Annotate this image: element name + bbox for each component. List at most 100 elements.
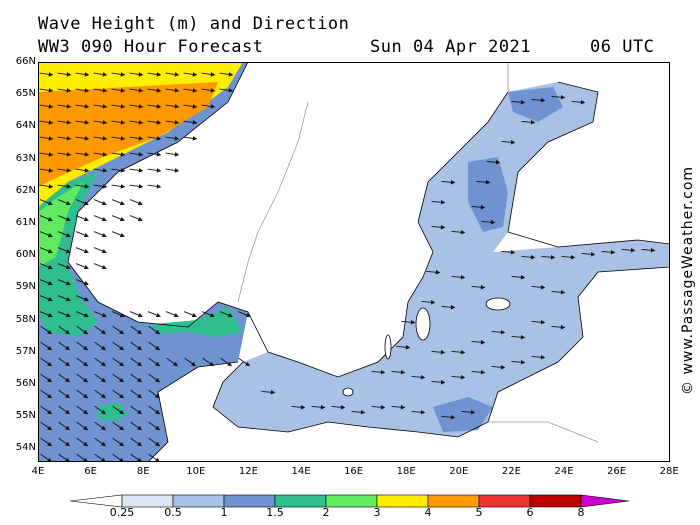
direction-arrow [511,335,526,340]
direction-arrow [75,263,89,270]
direction-arrow [75,199,89,206]
direction-arrow [331,405,346,410]
direction-arrow [441,305,456,310]
direction-arrow [112,341,125,351]
direction-arrow [39,88,54,93]
direction-arrow [148,421,161,431]
direction-arrow [94,437,107,447]
direction-arrow [148,373,161,383]
direction-arrow [93,263,107,270]
direction-arrow [148,325,161,335]
direction-arrow [39,120,54,125]
direction-arrow [57,215,71,222]
direction-arrow [130,341,143,351]
lat-label: 60N [15,249,36,261]
direction-arrow [58,405,71,415]
direction-arrow [76,341,89,351]
lat-label: 54N [15,442,36,454]
direction-arrow [39,72,54,77]
lon-label: 26E [607,466,627,477]
direction-arrow [39,247,53,254]
direction-arrow [40,453,53,462]
direction-arrow [148,341,161,351]
lat-label: 56N [15,378,36,389]
direction-arrow [40,341,53,351]
direction-arrow [75,231,89,238]
direction-arrow [130,405,143,415]
direction-arrow [183,136,198,141]
direction-arrow [40,405,53,415]
direction-arrow [219,88,234,93]
map-frame [38,62,670,462]
direction-arrow [58,421,71,431]
direction-arrow [111,184,126,189]
direction-arrow [148,389,161,399]
colorbar-label: 5 [475,506,483,519]
norway-sweden-border [237,101,309,303]
direction-arrow [57,184,72,189]
direction-arrow [75,136,90,141]
direction-arrow [147,184,162,189]
direction-arrow [641,248,656,253]
direction-arrow [183,88,198,93]
direction-arrow [129,120,144,125]
direction-arrow [111,152,126,157]
colorbar-label: 3 [373,506,381,519]
direction-arrow [112,421,125,431]
direction-arrow [165,168,180,173]
direction-arrow [165,136,180,141]
direction-arrow [111,215,125,222]
direction-arrow [491,330,506,335]
direction-arrow [75,168,90,173]
direction-arrow [40,357,53,367]
direction-arrow [58,389,71,399]
gulf-of-bothnia-deep [468,157,508,232]
direction-arrow [441,180,456,185]
direction-arrow [129,168,144,173]
direction-arrow [39,231,53,238]
direction-arrow [39,295,53,302]
lat-label: 58N [15,313,36,325]
teal-spot-south [98,402,128,422]
direction-arrow [93,136,108,141]
wave-height-map [38,62,670,462]
lon-label: 10E [186,466,206,477]
south-baltic-deep [433,397,493,432]
direction-arrow [431,225,446,230]
direction-arrow [39,136,54,141]
direction-arrow [237,311,251,318]
direction-arrow [491,365,506,370]
direction-arrow [441,415,456,420]
direction-arrow [220,357,233,367]
direction-arrow [111,104,126,109]
lon-label: 12E [238,466,258,477]
direction-arrow [93,120,108,125]
direction-arrow [93,104,108,109]
direction-arrow [165,311,179,318]
direction-arrow [75,184,90,189]
lon-label: 20E [449,466,469,477]
direction-arrow [147,88,162,93]
direction-arrow [219,311,233,318]
lon-label: 4E [31,466,45,477]
lon-label: 28E [659,466,679,477]
direction-arrow [129,104,144,109]
direction-arrow [183,311,197,318]
direction-arrow [75,247,89,254]
direction-arrow [471,205,486,210]
direction-arrow [39,311,53,318]
direction-arrow [112,373,125,383]
direction-arrow [111,72,126,77]
direction-arrow [39,199,53,206]
direction-arrow [451,230,466,235]
direction-arrow [129,215,143,222]
direction-arrow [129,88,144,93]
direction-arrow [57,279,71,286]
direction-arrow [147,168,162,173]
direction-arrow [165,72,180,77]
direction-arrow [76,357,89,367]
direction-arrow [75,295,89,302]
southern-coast [212,266,670,438]
lon-label: 14E [291,466,311,477]
direction-arrow [111,88,126,93]
